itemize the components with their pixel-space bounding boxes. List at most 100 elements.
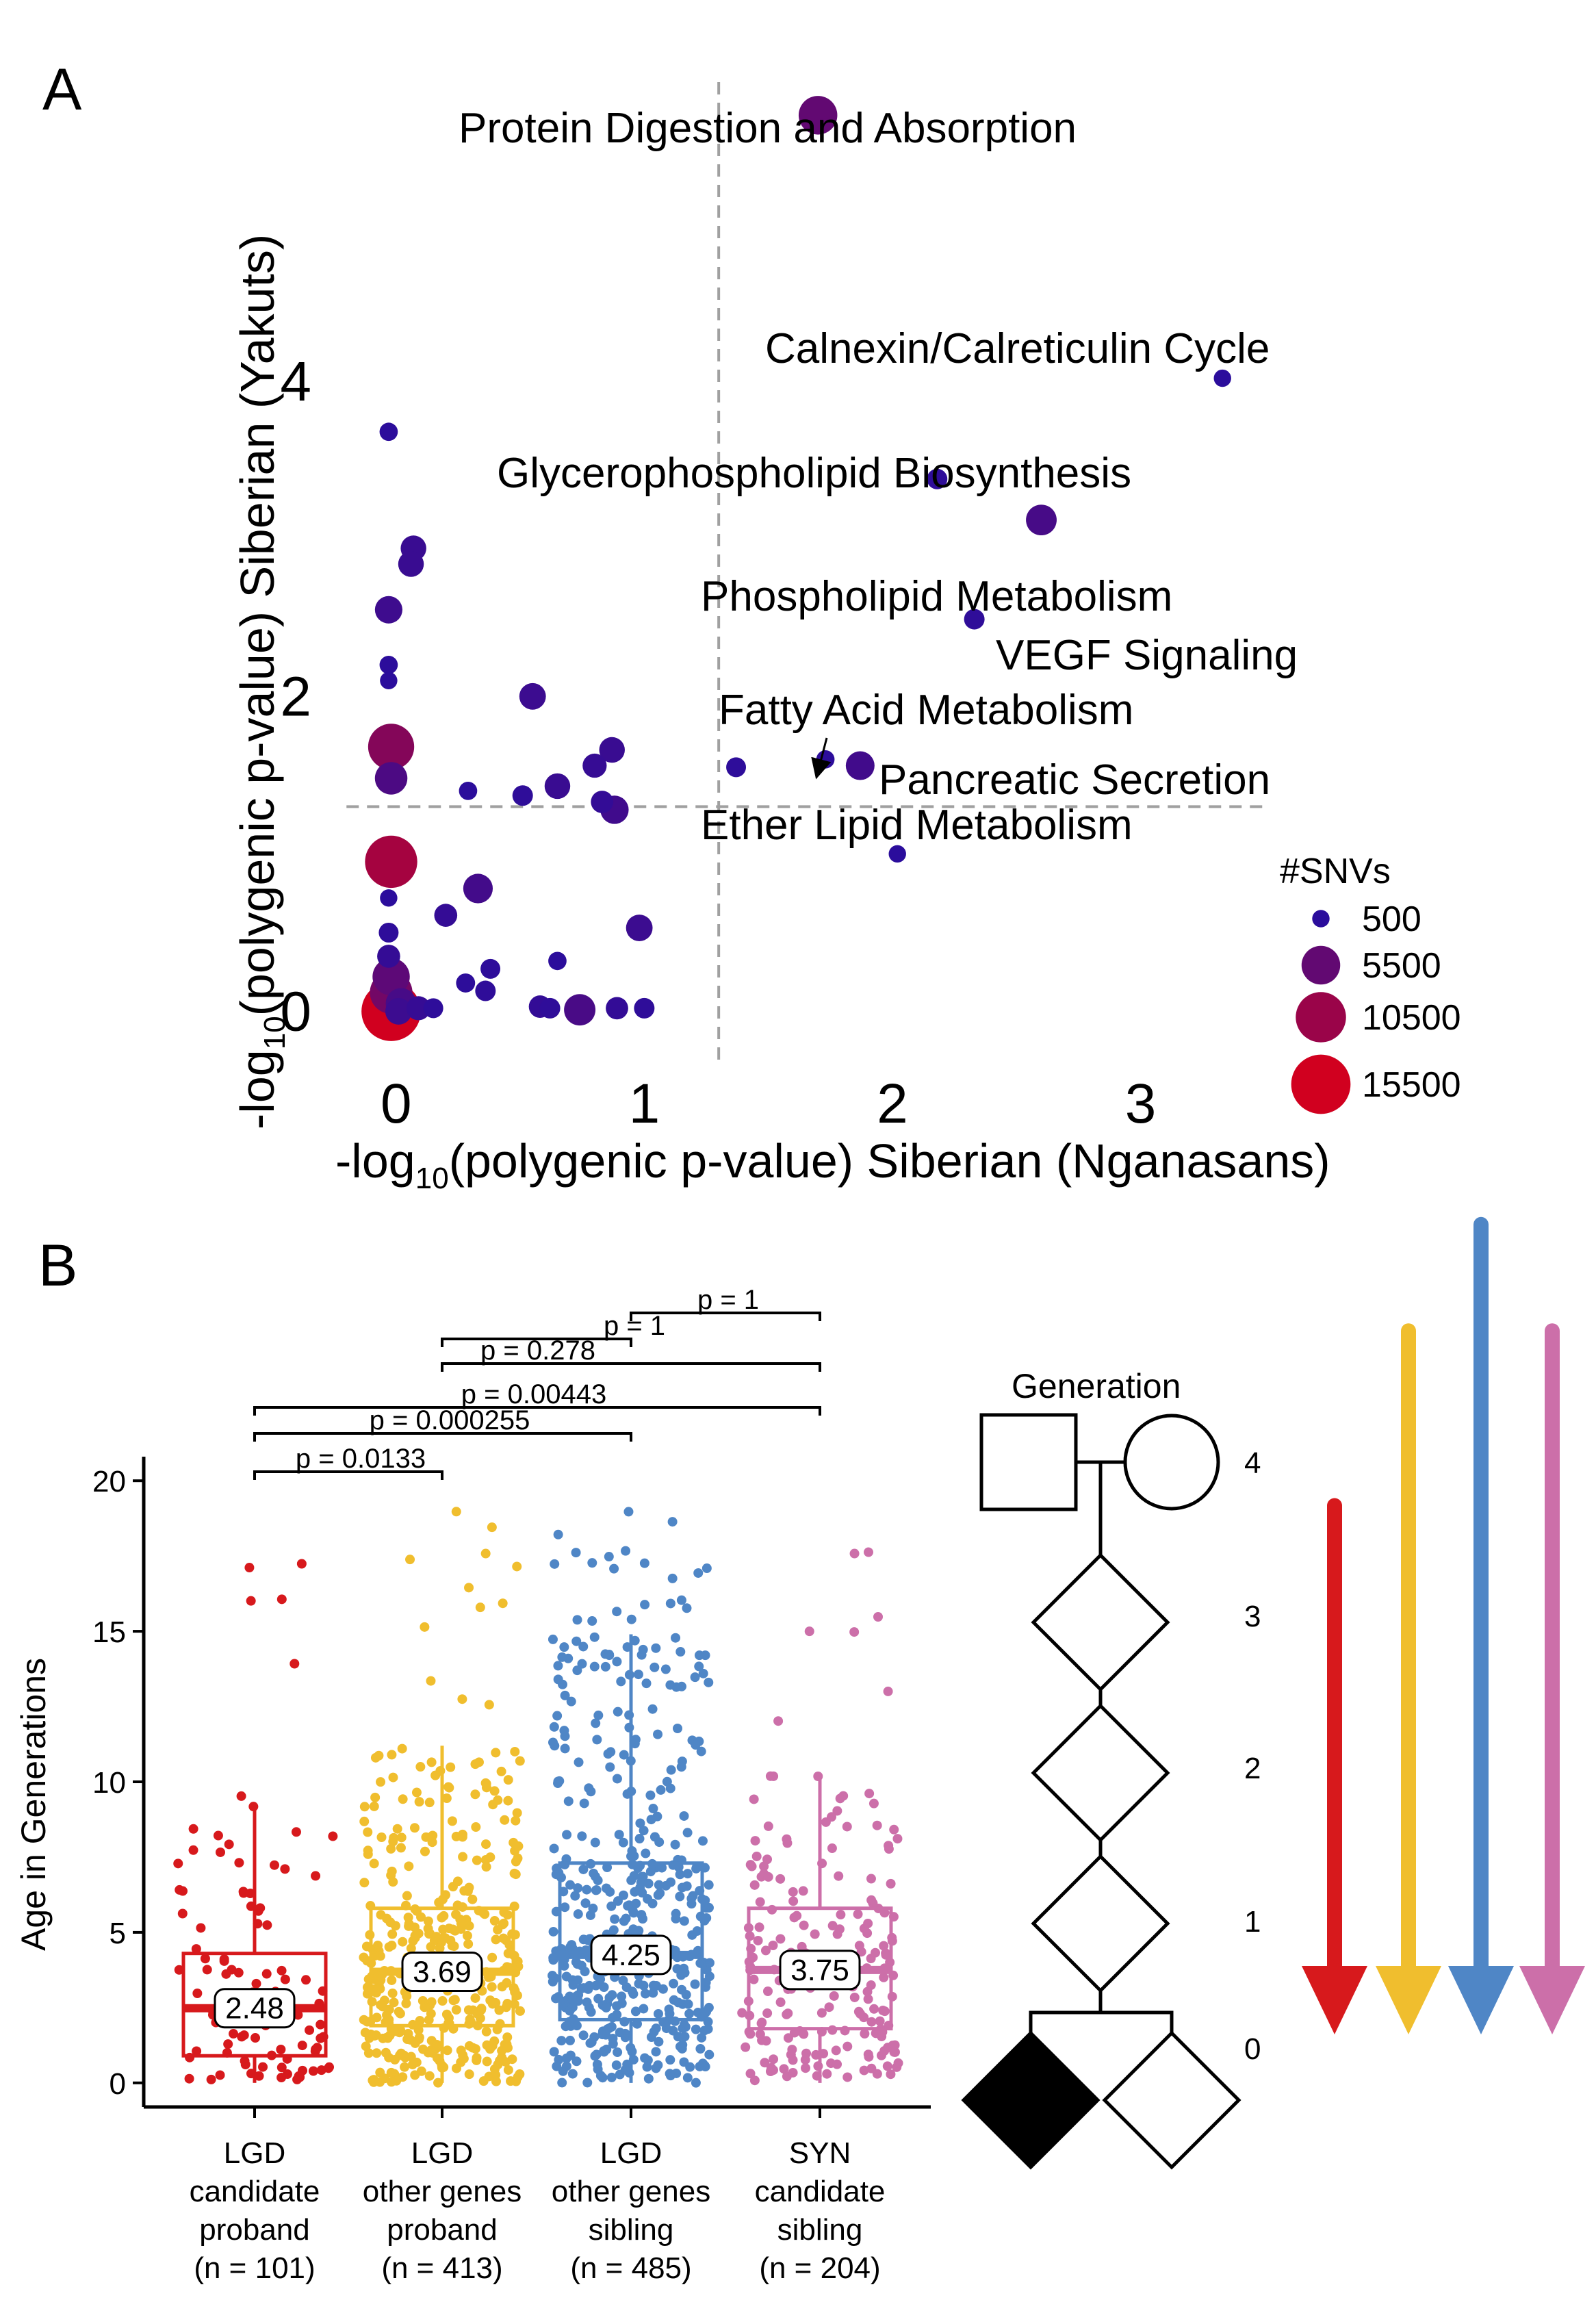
jitter-point xyxy=(196,1923,206,1933)
jitter-point xyxy=(174,1965,184,1975)
jitter-point xyxy=(704,2002,714,2012)
jitter-point xyxy=(359,1816,370,1826)
jitter-point xyxy=(496,1766,506,1776)
jitter-point xyxy=(623,1901,633,1911)
scatter-point-44 xyxy=(606,997,628,1020)
jitter-point xyxy=(704,1677,714,1687)
jitter-point xyxy=(860,2029,870,2039)
pedigree-title: Generation xyxy=(1012,1367,1181,1405)
jitter-point xyxy=(458,2050,468,2060)
jitter-point xyxy=(679,1916,689,1926)
scatter-point-36 xyxy=(475,980,496,1001)
x-tick-label-0: 0 xyxy=(381,1073,412,1135)
median-label-lgd-candidate-proband: 2.48 xyxy=(225,1992,284,2026)
jitter-point xyxy=(570,1891,580,1901)
jitter-point xyxy=(387,1975,397,1985)
jitter-point xyxy=(883,1686,893,1696)
jitter-point xyxy=(515,1756,525,1766)
jitter-point xyxy=(559,1726,569,1736)
jitter-point xyxy=(359,1802,370,1812)
jitter-point xyxy=(373,1941,383,1951)
jitter-point xyxy=(548,1976,558,1986)
scatter-point-4 xyxy=(964,609,985,630)
jitter-point xyxy=(639,2004,649,2014)
jitter-point xyxy=(489,1916,500,1926)
jitter-point xyxy=(359,1878,370,1888)
scatter-point-43 xyxy=(564,994,596,1026)
label-protein-digestion: Protein Digestion and Absorption xyxy=(459,105,1077,152)
jitter-point xyxy=(363,1845,373,1856)
jitter-point xyxy=(869,2004,879,2014)
jitter-point xyxy=(801,2048,812,2058)
threshold-lines xyxy=(346,82,1265,1066)
jitter-point xyxy=(636,1871,647,1882)
jitter-point xyxy=(704,1902,714,1913)
jitter-point xyxy=(177,1908,188,1919)
scatter-point-8 xyxy=(888,845,906,863)
group-label-syn-candidate-sibling-line2: sibling xyxy=(777,2213,863,2247)
jitter-point xyxy=(244,1563,255,1573)
size-legend: #SNVs 500 5500 10500 15500 xyxy=(1280,852,1461,1114)
jitter-point xyxy=(254,2071,264,2081)
jitter-point xyxy=(447,1816,457,1826)
jitter-point xyxy=(361,2041,371,2052)
y-axis-title-age: Age in Generations xyxy=(14,1658,53,1951)
jitter-point xyxy=(468,2005,478,2015)
jitter-point xyxy=(560,1902,570,1913)
jitter-point xyxy=(769,1771,779,1781)
jitter-point xyxy=(673,1997,684,2008)
legend-swatch-15500 xyxy=(1291,1054,1351,1114)
scatter-point-20 xyxy=(374,762,408,795)
jitter-point xyxy=(660,1664,671,1674)
generation-label-1: 1 xyxy=(1244,1905,1261,1939)
jitter-point xyxy=(440,1933,450,1943)
jitter-point xyxy=(849,1627,860,1637)
jitter-point xyxy=(269,1860,279,1870)
jitter-point xyxy=(866,1874,876,1884)
jitter-point xyxy=(645,1867,656,1877)
jitter-point xyxy=(435,1943,445,1953)
jitter-point xyxy=(619,1750,629,1760)
jitter-point xyxy=(426,2036,437,2046)
jitter-point xyxy=(219,1954,229,1965)
jitter-point xyxy=(856,1947,866,1957)
jitter-point xyxy=(859,2012,869,2023)
jitter-point xyxy=(506,2076,516,2086)
scatter-point-1 xyxy=(1213,369,1231,387)
jitter-point xyxy=(604,1993,615,2003)
jitter-point xyxy=(863,1547,873,1557)
jitter-point xyxy=(381,2047,391,2058)
jitter-point xyxy=(749,2075,760,2086)
jitter-point xyxy=(686,1899,697,1909)
scatter-point-0 xyxy=(798,96,838,135)
scatter-point-12 xyxy=(374,596,402,624)
jitter-point xyxy=(753,1935,763,1945)
legend-label-15500: 15500 xyxy=(1362,1065,1461,1105)
jitter-point xyxy=(639,1980,649,1991)
jitter-point xyxy=(834,1871,844,1881)
jitter-point xyxy=(641,1989,651,1999)
jitter-point xyxy=(599,2046,609,2056)
jitter-point xyxy=(641,1678,652,1689)
scatter-point-31 xyxy=(377,945,400,968)
jitter-point xyxy=(775,1874,786,1884)
jitter-point xyxy=(579,1798,589,1809)
jitter-point xyxy=(424,1798,435,1808)
jitter-point xyxy=(571,2056,582,2067)
jitter-point xyxy=(831,2045,841,2056)
jitter-point xyxy=(617,1998,627,2008)
jitter-point xyxy=(294,2071,304,2081)
jitter-point xyxy=(470,1993,480,2003)
bracket-label-0: p = 0.0133 xyxy=(296,1444,426,1474)
jitter-point xyxy=(574,1757,584,1767)
group-label-syn-candidate-sibling-line3: (n = 204) xyxy=(759,2251,880,2285)
jitter-point xyxy=(370,1792,381,1802)
generation-label-0: 0 xyxy=(1244,2032,1261,2066)
jitter-point xyxy=(691,2078,701,2088)
jitter-point xyxy=(481,1839,491,1850)
jitter-point xyxy=(639,1558,649,1568)
jitter-point xyxy=(316,2019,326,2030)
jitter-point xyxy=(863,2049,873,2060)
group-label-syn-candidate-sibling-line0: SYN xyxy=(789,2136,851,2170)
bracket-label-2: p = 0.00443 xyxy=(461,1379,606,1409)
